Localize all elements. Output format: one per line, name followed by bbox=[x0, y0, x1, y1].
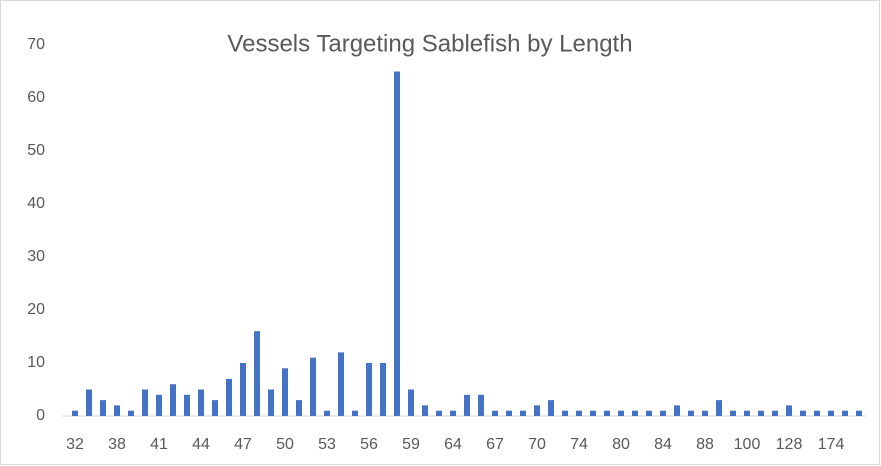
bar bbox=[128, 410, 134, 416]
bar bbox=[86, 389, 92, 416]
bar bbox=[296, 400, 302, 416]
bar bbox=[310, 357, 316, 416]
bar bbox=[828, 410, 834, 416]
y-tick-label: 70 bbox=[27, 36, 45, 53]
bar bbox=[730, 410, 736, 416]
x-tick-label: 70 bbox=[528, 436, 546, 453]
y-tick-label: 30 bbox=[27, 248, 45, 265]
bar bbox=[156, 394, 162, 416]
bar bbox=[492, 410, 498, 416]
bar bbox=[100, 400, 106, 416]
bar bbox=[702, 410, 708, 416]
bar bbox=[674, 405, 680, 416]
x-tick-label: 128 bbox=[776, 436, 803, 453]
bar bbox=[72, 410, 78, 416]
x-tick-label: 50 bbox=[276, 436, 294, 453]
bar bbox=[240, 363, 246, 416]
bar bbox=[716, 400, 722, 416]
y-tick-label: 60 bbox=[27, 89, 45, 106]
x-tick-label: 47 bbox=[234, 436, 252, 453]
y-tick-label: 40 bbox=[27, 195, 45, 212]
y-tick-label: 0 bbox=[36, 407, 45, 424]
bar bbox=[856, 410, 862, 416]
bar bbox=[534, 405, 540, 416]
y-tick-label: 20 bbox=[27, 301, 45, 318]
x-tick-label: 44 bbox=[192, 436, 210, 453]
x-tick-label: 174 bbox=[818, 436, 845, 453]
bar bbox=[184, 394, 190, 416]
chart-title: Vessels Targeting Sablefish by Length bbox=[227, 30, 632, 57]
bar bbox=[408, 389, 414, 416]
bar bbox=[254, 331, 260, 416]
bar bbox=[226, 378, 232, 416]
bar bbox=[338, 352, 344, 416]
y-tick-label: 10 bbox=[27, 354, 45, 371]
bar bbox=[604, 410, 610, 416]
x-tick-label: 41 bbox=[150, 436, 168, 453]
bar bbox=[366, 363, 372, 416]
bar bbox=[632, 410, 638, 416]
bar bbox=[786, 405, 792, 416]
bar bbox=[394, 71, 400, 416]
bar bbox=[142, 389, 148, 416]
bar bbox=[814, 410, 820, 416]
bar bbox=[548, 400, 554, 416]
bar bbox=[842, 410, 848, 416]
bar bbox=[772, 410, 778, 416]
bar bbox=[436, 410, 442, 416]
x-tick-label: 84 bbox=[654, 436, 672, 453]
bar bbox=[422, 405, 428, 416]
bar bbox=[324, 410, 330, 416]
bar bbox=[660, 410, 666, 416]
bar bbox=[576, 410, 582, 416]
x-tick-label: 56 bbox=[360, 436, 378, 453]
x-tick-label: 38 bbox=[108, 436, 126, 453]
bar bbox=[450, 410, 456, 416]
x-tick-label: 32 bbox=[66, 436, 84, 453]
x-tick-label: 64 bbox=[444, 436, 462, 453]
bar bbox=[478, 394, 484, 416]
bar bbox=[268, 389, 274, 416]
bar bbox=[758, 410, 764, 416]
x-tick-label: 67 bbox=[486, 436, 504, 453]
bar bbox=[170, 384, 176, 416]
bar bbox=[198, 389, 204, 416]
bar bbox=[800, 410, 806, 416]
bar bbox=[464, 394, 470, 416]
x-tick-label: 74 bbox=[570, 436, 588, 453]
y-tick-label: 50 bbox=[27, 142, 45, 159]
bar bbox=[688, 410, 694, 416]
bar bbox=[282, 368, 288, 416]
x-tick-label: 80 bbox=[612, 436, 630, 453]
bar bbox=[590, 410, 596, 416]
bar bbox=[520, 410, 526, 416]
bar bbox=[744, 410, 750, 416]
bar bbox=[114, 405, 120, 416]
bar bbox=[212, 400, 218, 416]
bar bbox=[562, 410, 568, 416]
bar bbox=[646, 410, 652, 416]
bar bbox=[380, 363, 386, 416]
x-tick-label: 53 bbox=[318, 436, 336, 453]
bar bbox=[506, 410, 512, 416]
bar bbox=[352, 410, 358, 416]
x-tick-label: 59 bbox=[402, 436, 420, 453]
x-tick-label: 88 bbox=[696, 436, 714, 453]
bar bbox=[618, 410, 624, 416]
x-tick-label: 100 bbox=[734, 436, 761, 453]
